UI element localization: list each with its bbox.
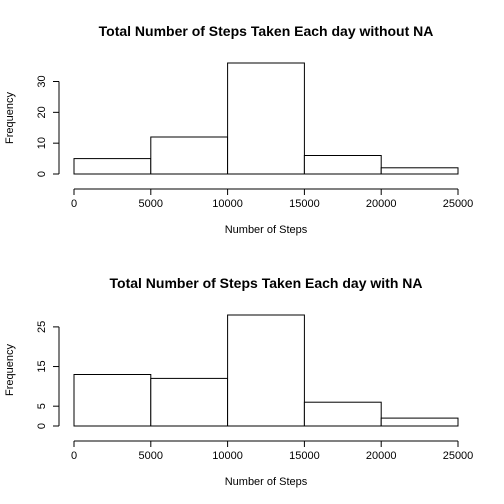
x-tick-label: 0 <box>71 198 77 210</box>
x-tick-label: 0 <box>71 450 77 462</box>
histogram-bar <box>150 136 229 175</box>
x-axis-label: Number of Steps <box>225 476 308 488</box>
histogram-bar <box>303 401 382 427</box>
y-tick-label: 20 <box>36 106 48 118</box>
x-tick-label: 5000 <box>139 198 163 210</box>
histogram-bar <box>303 155 382 175</box>
x-tick-label: 15000 <box>289 198 320 210</box>
x-tick-label: 20000 <box>366 198 397 210</box>
x-ticks: 0 5000 10000 15000 20000 25000 <box>71 441 473 462</box>
y-axis-label: Frequency <box>4 344 16 396</box>
x-tick-label: 10000 <box>212 198 243 210</box>
y-tick-label: 30 <box>36 75 48 87</box>
histogram-bar <box>73 158 152 175</box>
y-tick-label: 10 <box>36 137 48 149</box>
histogram-bar <box>227 314 305 427</box>
bars <box>73 314 459 427</box>
x-tick-label: 5000 <box>139 450 163 462</box>
x-ticks: 0 5000 10000 15000 20000 25000 <box>71 189 473 210</box>
y-tick-label: 25 <box>36 321 48 333</box>
histogram-bar <box>380 167 459 175</box>
histogram-without-na: Total Number of Steps Taken Each day wit… <box>4 23 473 236</box>
chart-title: Total Number of Steps Taken Each day wit… <box>110 275 423 291</box>
x-axis-label: Number of Steps <box>225 224 308 236</box>
histogram-bar <box>73 374 152 427</box>
x-tick-label: 10000 <box>212 450 243 462</box>
x-tick-label: 25000 <box>443 198 474 210</box>
chart-title: Total Number of Steps Taken Each day wit… <box>99 23 434 39</box>
y-tick-label: 5 <box>36 403 48 409</box>
y-axis-label: Frequency <box>4 92 16 144</box>
histogram-bar <box>227 62 305 175</box>
bars <box>73 62 459 175</box>
histogram-with-na: Total Number of Steps Taken Each day wit… <box>4 275 473 488</box>
y-ticks: 0 5 15 25 <box>36 321 59 429</box>
histogram-bar <box>380 417 459 427</box>
x-tick-label: 20000 <box>366 450 397 462</box>
y-ticks: 0 10 20 30 <box>36 75 59 177</box>
x-tick-label: 15000 <box>289 450 320 462</box>
y-tick-label: 0 <box>36 423 48 429</box>
histogram-bar <box>150 377 229 427</box>
y-tick-label: 0 <box>36 171 48 177</box>
y-tick-label: 15 <box>36 360 48 372</box>
x-tick-label: 25000 <box>443 450 474 462</box>
